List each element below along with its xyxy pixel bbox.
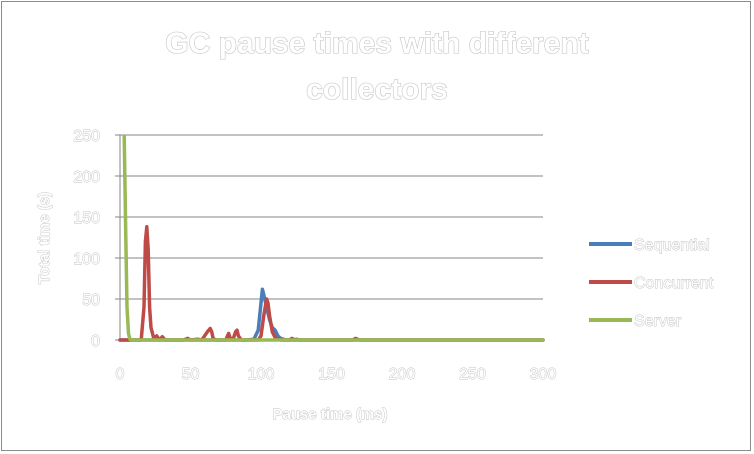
axes	[115, 134, 543, 341]
y-tick-label-1: 50	[82, 292, 100, 309]
x-tick-label-4: 200	[389, 366, 416, 383]
chart-title-line-1: GC pause times with different	[165, 27, 588, 60]
y-axis-title: Total time (s)	[36, 192, 53, 284]
x-tick-label-0: 0	[116, 366, 125, 383]
x-tick-label-2: 100	[248, 366, 275, 383]
y-tick-label-0: 0	[91, 333, 100, 350]
legend-label-sequential: Sequential	[634, 237, 710, 254]
legend-label-concurrent: Concurrent	[634, 275, 714, 292]
gridlines	[120, 134, 543, 341]
legend-label-server: Server	[634, 313, 682, 330]
y-tick-label-4: 200	[73, 169, 100, 186]
series-line-server	[122, 135, 545, 342]
chart-title-line-2: collectors	[306, 73, 448, 106]
x-tick-label-6: 300	[530, 366, 557, 383]
x-tick-label-5: 250	[459, 366, 486, 383]
series-line-concurrent	[118, 225, 545, 342]
legend: Sequential Concurrent Server	[589, 237, 714, 330]
y-tick-label-5: 250	[73, 128, 100, 145]
x-tick-label-1: 50	[182, 366, 200, 383]
series-lines	[118, 135, 545, 342]
y-tick-labels: 0 50 100 150 200 250	[73, 128, 101, 351]
series-line-sequential	[118, 287, 545, 342]
x-axis-title: Pause time (ms)	[272, 406, 387, 423]
x-tick-labels: 0 50 100 150 200 250 300	[115, 366, 557, 384]
y-tick-label-3: 150	[73, 210, 100, 227]
y-tick-label-2: 100	[73, 251, 100, 268]
x-tick-label-3: 150	[318, 366, 345, 383]
